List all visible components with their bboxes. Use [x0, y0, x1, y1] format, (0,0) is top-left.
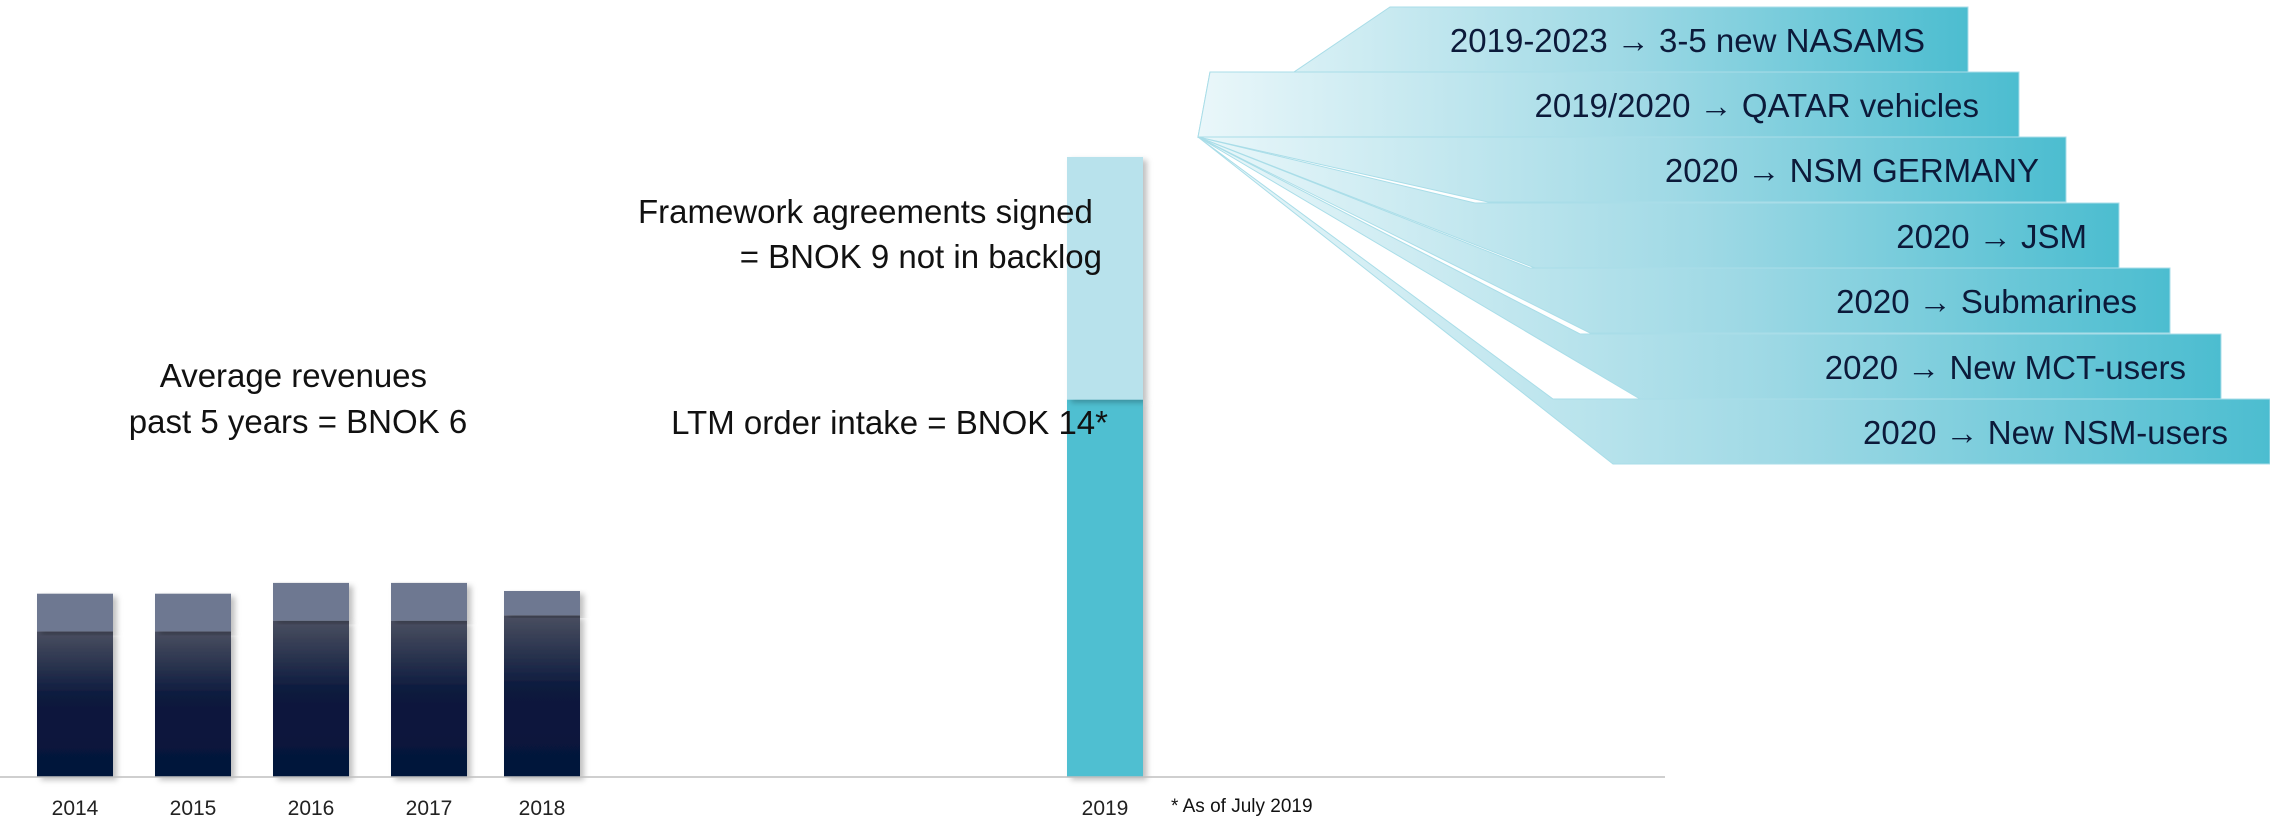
pipeline-banner-5 — [1197, 136, 2171, 334]
average-line-1: Average revenues — [160, 357, 427, 394]
revenue-top-bar-2014 — [37, 593, 113, 632]
pipeline-label-5: 2020 → Submarines — [1836, 283, 2137, 320]
x-tick-label-2015: 2015 — [170, 797, 217, 817]
pipeline-label-6: 2020 → New MCT-users — [1825, 349, 2186, 386]
revenue-base-bar-2017 — [391, 620, 467, 777]
revenue-top-bar-2015 — [155, 593, 231, 632]
x-tick-label-2017: 2017 — [406, 797, 453, 817]
x-tick-label-2016: 2016 — [288, 797, 335, 817]
pipeline-banner-7 — [1197, 136, 2270, 465]
footnote: * As of July 2019 — [1171, 796, 1313, 817]
average-line-2: past 5 years = BNOK 6 — [129, 403, 467, 440]
pipeline-banner-4 — [1197, 136, 2120, 269]
revenue-base-bar-2015 — [155, 631, 231, 777]
pipeline-label-4: 2020 → JSM — [1896, 218, 2087, 255]
pipeline-label-1: 2019-2023 → 3-5 new NASAMS — [1450, 22, 1925, 59]
revenue-top-bar-2017 — [391, 582, 467, 621]
x-tick-label-2019: 2019 — [1082, 797, 1129, 817]
bars — [37, 156, 1143, 777]
pipeline-label-3: 2020 → NSM GERMANY — [1665, 152, 2039, 189]
ltm-annotation: LTM order intake = BNOK 14* — [671, 404, 1108, 441]
framework-bar-2019 — [1067, 156, 1143, 400]
x-tick-label-2014: 2014 — [52, 797, 99, 817]
pipeline-banner-3 — [1197, 136, 2067, 203]
framework-annotation: Framework agreements signed = BNOK 9 not… — [638, 193, 1102, 275]
framework-line-2: = BNOK 9 not in backlog — [740, 238, 1102, 275]
framework-line-1: Framework agreements signed — [638, 193, 1093, 230]
revenue-base-bar-2018 — [504, 615, 580, 777]
revenue-base-bar-2014 — [37, 631, 113, 777]
average-annotation: Average revenues past 5 years = BNOK 6 — [129, 357, 467, 440]
pipeline-label-2: 2019/2020 → QATAR vehicles — [1534, 87, 1979, 124]
order-intake-bar-2019 — [1067, 399, 1143, 777]
revenue-top-bar-2016 — [273, 582, 349, 621]
revenue-base-bar-2016 — [273, 620, 349, 777]
x-tick-labels: 2014 2015 2016 2017 2018 2019 — [52, 797, 1129, 817]
x-tick-label-2018: 2018 — [519, 797, 566, 817]
revenue-top-bar-2018 — [504, 590, 580, 616]
pipeline-banner-6 — [1197, 136, 2222, 400]
pipeline-callout: 2019-2023 → 3-5 new NASAMS 2019/2020 → QA… — [1197, 6, 2270, 465]
pipeline-label-7: 2020 → New NSM-users — [1863, 414, 2228, 451]
